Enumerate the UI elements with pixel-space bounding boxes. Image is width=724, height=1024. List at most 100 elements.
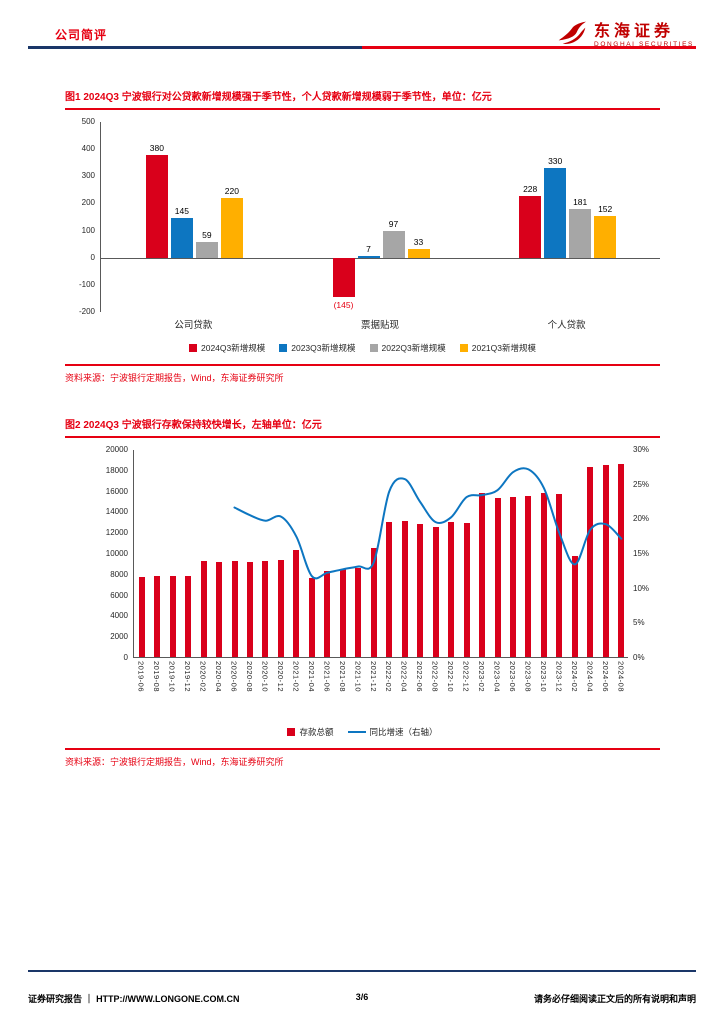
footer-url: HTTP://WWW.LONGONE.COM.CN [96, 994, 240, 1004]
deposit-bar [525, 495, 532, 657]
deposit-bar [509, 496, 516, 657]
left-axis-tick-label: 20000 [105, 445, 128, 454]
figure1-category-labels: 公司贷款 票据贴现 个人贷款 [100, 317, 660, 331]
deposit-bar [386, 521, 393, 657]
x-axis-date-label: 2023-12 [554, 661, 564, 693]
figure2-left-axis: 0 2000 4000 6000 8000 10000 12000 14000 16000 180… [95, 445, 133, 662]
deposit-bar [154, 575, 161, 657]
deposit-bar [571, 556, 578, 657]
deposit-bar [556, 493, 563, 657]
x-axis-date-label: 2022-12 [461, 661, 471, 693]
x-axis-date-label: 2020-10 [260, 661, 270, 693]
figure2-source: 资料来源：宁波银行定期报告，Wind，东海证券研究所 [65, 748, 660, 768]
x-axis-date-label: 2021-04 [306, 661, 316, 693]
legend-item: 同比增速（右轴） [347, 726, 438, 738]
x-axis-date-label: 2020-06 [229, 661, 239, 693]
x-axis-label-cell: 2022-06 [411, 661, 426, 715]
x-axis-label-cell: 2021-06 [319, 661, 334, 715]
figure1-title: 图1 2024Q3 宁波银行对公贷款新增规模强于季节性，个人贷款新增规模弱于季节… [65, 88, 660, 110]
x-axis-label-cell: 2023-10 [535, 661, 550, 715]
deposit-bar [293, 549, 300, 657]
x-axis-label-cell: 2022-08 [427, 661, 442, 715]
figure2-right-axis: 0% 5% 10% 15% 20% 25% 30% [628, 445, 660, 662]
deposit-bar [370, 547, 377, 657]
deposit-bar [432, 527, 439, 657]
header-divider-navy [28, 46, 362, 49]
x-axis-date-label: 2021-02 [291, 661, 301, 693]
x-axis-date-label: 2020-08 [245, 661, 255, 693]
x-axis-label-cell: 2020-10 [257, 661, 272, 715]
data-label: 145 [174, 206, 189, 217]
deposit-bar [618, 463, 625, 657]
right-axis-tick-label: 25% [633, 479, 650, 489]
deposit-bar [169, 576, 176, 657]
x-axis-date-label: 2020-12 [275, 661, 285, 693]
legend-swatch [369, 344, 378, 352]
x-axis-label-cell: 2023-08 [520, 661, 535, 715]
x-axis-label-cell: 2019-08 [148, 661, 163, 715]
x-axis-label-cell: 2020-04 [210, 661, 225, 715]
x-axis-date-label: 2021-06 [322, 661, 332, 693]
x-axis-date-label: 2023-02 [477, 661, 487, 693]
left-axis-tick-label: 10000 [105, 549, 128, 558]
x-axis-date-label: 2020-04 [214, 661, 224, 693]
data-bar [382, 231, 405, 258]
left-axis-tick-label: 12000 [105, 528, 128, 538]
x-axis-date-label: 2023-06 [507, 661, 517, 693]
figure1-source: 资料来源：宁波银行定期报告，Wind，东海证券研究所 [65, 364, 660, 384]
x-axis-label-cell: 2021-02 [288, 661, 303, 715]
data-label: 33 [413, 236, 424, 247]
x-axis-category-label: 公司贷款 [174, 320, 213, 331]
brand-text: 东海证券 DONGHAI SECURITIES [594, 23, 694, 49]
deposit-bar [355, 567, 362, 657]
y-axis-tick-label: 400 [81, 144, 95, 154]
deposit-bar [479, 492, 486, 657]
legend-line-swatch [347, 730, 366, 734]
legend-label: 2023Q3新增规模 [291, 343, 356, 353]
figure2-plot-area [133, 450, 628, 658]
data-label: 152 [598, 204, 613, 215]
x-axis-date-label: 2019-10 [167, 661, 177, 693]
data-label: 97 [388, 219, 399, 230]
data-bar [407, 248, 430, 258]
figure1-y-axis: 500 400 300 200 100 0 -100 -200 [65, 117, 100, 316]
main-content: 图1 2024Q3 宁波银行对公贷款新增规模强于季节性，个人贷款新增规模弱于季节… [65, 88, 660, 768]
growth-rate-line [233, 467, 623, 580]
legend-label: 同比增速（右轴） [369, 727, 438, 737]
header-divider-red [362, 46, 696, 49]
left-axis-tick-label: 16000 [105, 486, 128, 496]
x-axis-date-label: 2022-10 [446, 661, 456, 693]
figure1-chart: 500 400 300 200 100 0 -100 -200 380 145 59 220 (145… [65, 117, 660, 316]
x-axis-date-label: 2024-06 [600, 661, 610, 693]
legend-item: 2023Q3新增规模 [279, 342, 356, 354]
right-axis-tick-label: 15% [633, 549, 650, 558]
figure1-legend: 2024Q3新增规模 2023Q3新增规模 2022Q3新增规模 2021Q3新增规模 [65, 342, 660, 354]
footer-separator: ｜ [84, 994, 94, 1004]
x-axis-date-label: 2021-08 [337, 661, 347, 693]
deposit-bar [216, 561, 223, 657]
deposit-bar [540, 492, 547, 657]
x-axis-label-cell: 2022-02 [381, 661, 396, 715]
figure2-legend: 存款总额 同比增速（右轴） [65, 726, 660, 738]
data-bar [519, 195, 542, 258]
data-bar [357, 255, 380, 258]
data-bar [220, 198, 243, 258]
right-axis-tick-label: 20% [633, 514, 650, 524]
crane-logo-icon [556, 18, 588, 53]
x-axis-category-label: 票据贴现 [361, 320, 400, 331]
x-axis-date-label: 2021-10 [353, 661, 363, 693]
deposit-bar [401, 521, 408, 657]
legend-label: 2024Q3新增规模 [201, 343, 266, 353]
legend-label: 存款总额 [299, 727, 334, 737]
header-divider [28, 46, 696, 49]
data-bar [594, 216, 617, 258]
deposit-bar [247, 561, 254, 657]
data-label: 330 [548, 156, 563, 167]
x-axis-date-label: 2023-04 [492, 661, 502, 693]
legend-label: 2021Q3新增规模 [471, 343, 536, 353]
right-axis-tick-label: 10% [633, 583, 650, 593]
x-axis-date-label: 2022-04 [399, 661, 409, 693]
deposit-bar [494, 497, 501, 657]
data-bar [170, 218, 193, 258]
brand-logo: 东海证券 DONGHAI SECURITIES [556, 18, 694, 53]
